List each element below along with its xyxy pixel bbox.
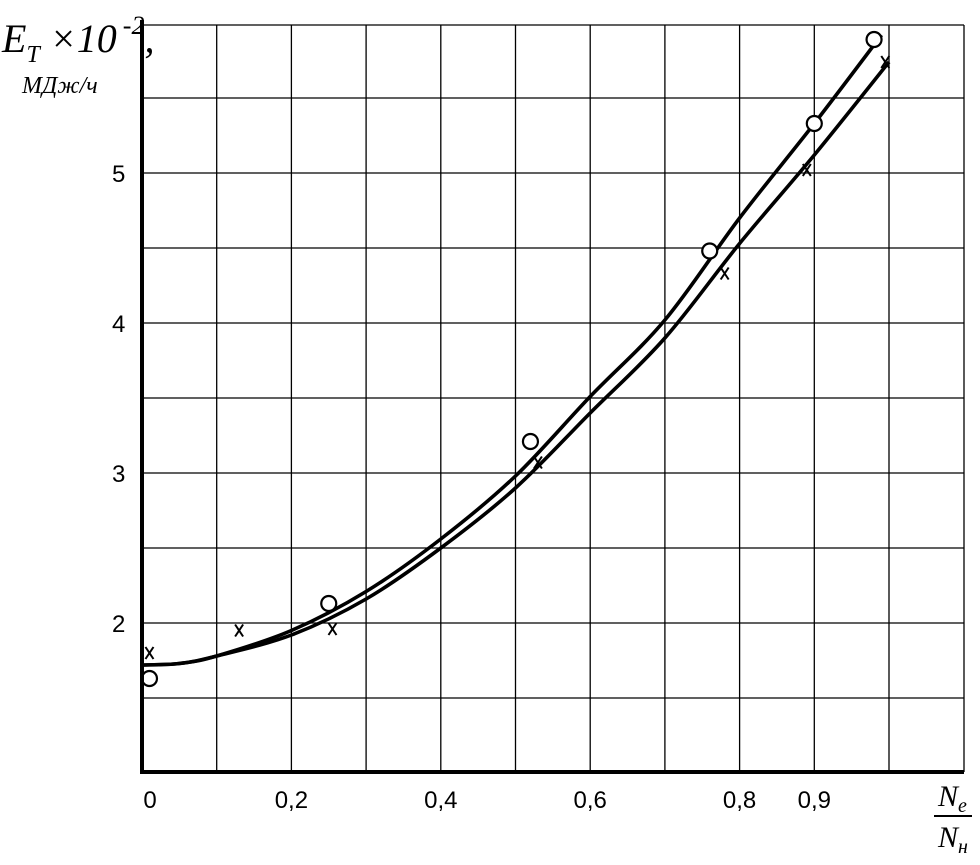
x-marker-stroke	[327, 622, 338, 636]
y-axis-title-mult: ×10	[40, 16, 117, 61]
x-axis-numerator-sub: e	[958, 795, 967, 817]
y-tick-label: 3	[112, 461, 125, 488]
x-tick-label: 0,8	[723, 787, 756, 814]
series-1-point	[865, 30, 883, 49]
series-2-point	[801, 163, 812, 177]
x-tick-label: 0,9	[798, 787, 831, 814]
tick-labels: 2 3 4 5 0 0,2 0,4 0,6 0,8 0,9	[112, 161, 831, 814]
series-2-point	[144, 646, 155, 660]
series-2-point	[327, 622, 338, 636]
series-2-point	[880, 55, 891, 69]
y-tick-label: 2	[112, 611, 125, 638]
y-tick-label: 5	[112, 161, 125, 188]
x-marker-stroke	[533, 455, 543, 470]
x-tick-label: 0,6	[574, 787, 607, 814]
x-tick-label: 0,2	[275, 787, 308, 814]
series-2-point	[719, 266, 730, 281]
x-marker-stroke	[801, 163, 812, 177]
y-axis-title-sub: T	[26, 42, 41, 68]
x-axis-denominator-sub: н	[958, 836, 968, 858]
y-axis-title: ET ×10 -2,	[1, 11, 154, 68]
x-axis-numerator: Ne	[937, 780, 967, 817]
markers	[140, 30, 891, 688]
y-tick-label: 4	[112, 311, 125, 338]
series-1-point	[521, 432, 540, 451]
x-marker-stroke	[719, 266, 730, 281]
x-tick-label: 0	[143, 787, 156, 814]
x-marker-stroke	[880, 55, 891, 69]
series-1-curve	[141, 33, 883, 667]
curves	[141, 33, 891, 667]
series-1-point	[140, 669, 159, 688]
x-marker-stroke	[234, 623, 244, 638]
grid	[142, 24, 965, 772]
y-axis-title-tail: ,	[144, 16, 154, 61]
x-axis-denominator: Nн	[937, 821, 968, 858]
series-2-point	[234, 623, 244, 638]
series-2-point	[533, 455, 543, 470]
axes	[140, 20, 964, 774]
x-axis-denominator-base: N	[937, 821, 960, 854]
y-axis-title-exp: -2	[123, 11, 145, 40]
series-1-point	[320, 594, 338, 613]
series-2-curve	[141, 60, 891, 667]
y-axis-title-base: E	[1, 16, 26, 61]
x-marker-stroke	[144, 646, 155, 660]
series-1-point	[805, 114, 823, 133]
x-axis-numerator-base: N	[937, 780, 960, 813]
series-1-point	[701, 242, 719, 260]
x-tick-label: 0,4	[424, 787, 457, 814]
y-axis-unit: МДж/ч	[21, 73, 98, 99]
